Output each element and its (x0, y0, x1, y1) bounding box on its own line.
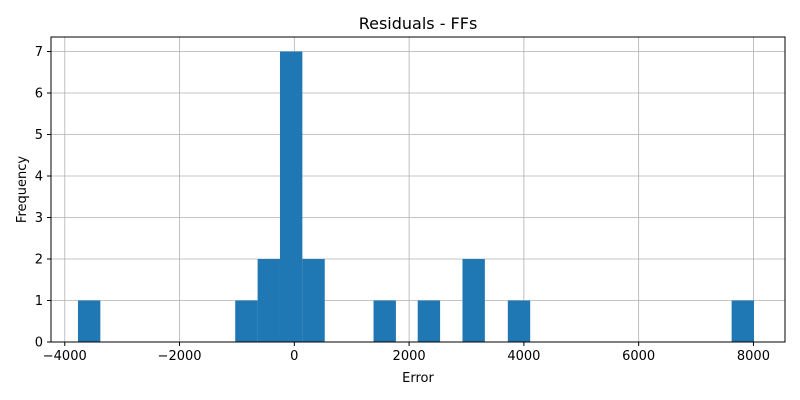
histogram-bar (235, 300, 258, 342)
histogram-bar (462, 259, 485, 342)
histogram-bar (507, 300, 531, 342)
bars-layer (77, 51, 755, 343)
y-tick-label: 2 (35, 253, 43, 268)
histogram-bar (417, 300, 441, 342)
chart-title: Residuals - FFs (359, 14, 478, 33)
histogram-bar (302, 259, 325, 342)
y-tick-label: 4 (35, 170, 43, 185)
x-tick-label: −2000 (158, 349, 202, 364)
plot-frame (50, 36, 786, 343)
x-tick-label: −4000 (43, 349, 87, 364)
y-tick-label: 5 (35, 128, 43, 143)
x-tick-label: 4000 (507, 349, 540, 364)
y-tick-label: 7 (35, 45, 43, 60)
y-tick-label: 3 (35, 211, 43, 226)
histogram-bar (257, 259, 280, 342)
histogram-bar (731, 300, 755, 342)
y-tick-label: 0 (35, 336, 43, 351)
y-tick-label: 1 (35, 294, 43, 309)
x-tick-label: 6000 (622, 349, 655, 364)
x-tick-label: 0 (290, 349, 298, 364)
x-tick-label: 8000 (737, 349, 770, 364)
grid-layer (51, 37, 785, 343)
ticks-layer: −4000 −2000 0 2000 4000 6000 8000 0 1 2 3 4 5 6 7 (35, 45, 770, 364)
x-axis-title: Error (402, 371, 434, 386)
histogram-bar (279, 51, 303, 343)
y-tick-label: 6 (35, 87, 43, 102)
x-tick-label: 2000 (393, 349, 426, 364)
y-axis-title: Frequency (15, 156, 30, 223)
histogram-bar (373, 300, 396, 342)
histogram-bar (77, 300, 101, 342)
